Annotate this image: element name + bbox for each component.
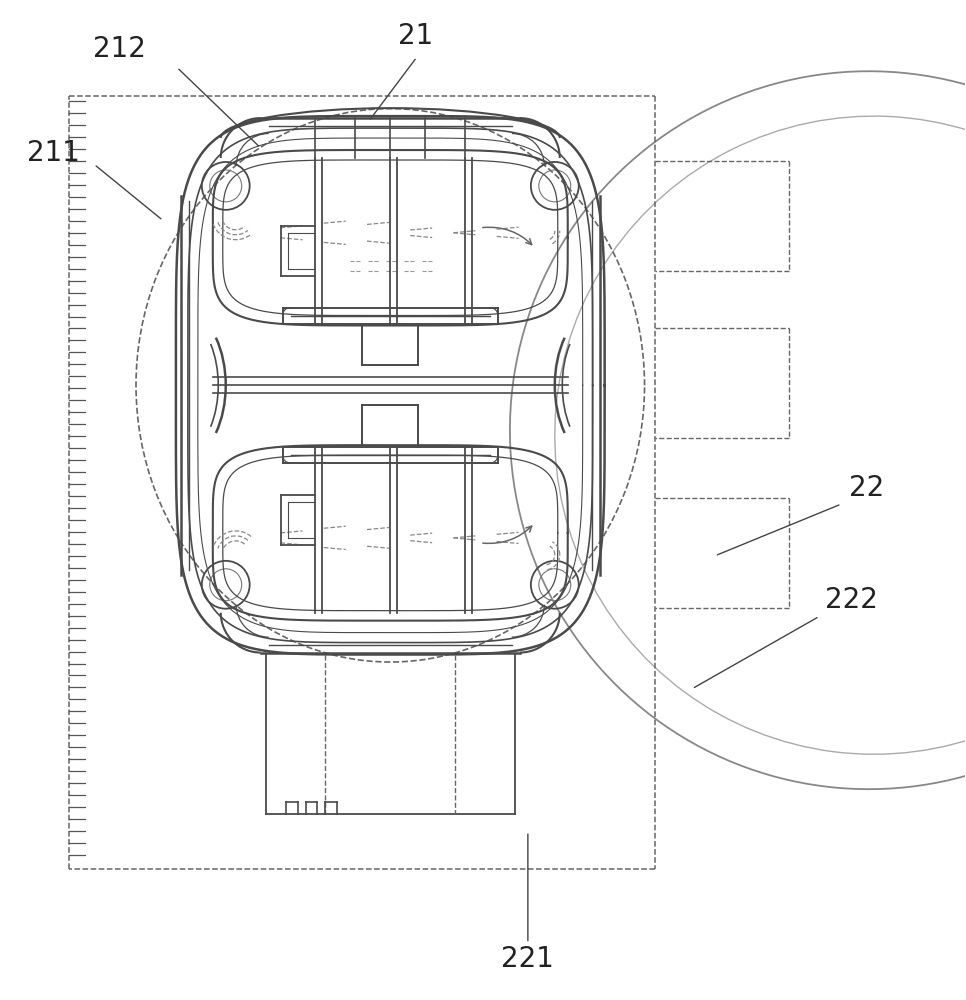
Text: 221: 221 (501, 945, 554, 973)
Text: 211: 211 (27, 139, 79, 167)
Text: 222: 222 (825, 586, 877, 614)
Text: 22: 22 (849, 474, 885, 502)
Text: 212: 212 (93, 35, 146, 63)
Text: 21: 21 (398, 22, 433, 50)
